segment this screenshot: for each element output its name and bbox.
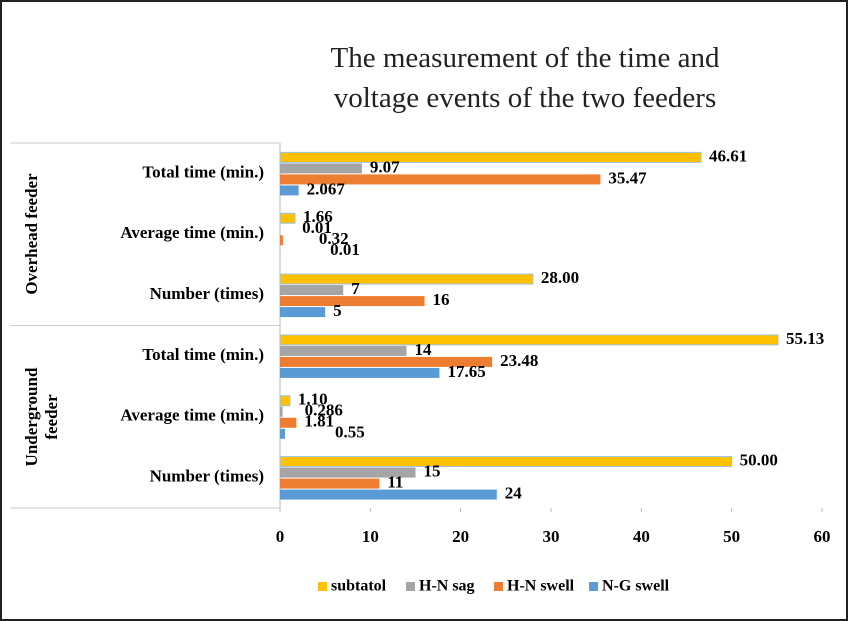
x-tick-label: 50 — [723, 527, 740, 546]
x-tick-label: 60 — [814, 527, 831, 546]
data-label: 5 — [333, 301, 342, 320]
bar — [280, 417, 297, 428]
y-tick-label: Average time (min.) — [120, 406, 264, 425]
bar — [280, 467, 416, 478]
legend-label: N-G swell — [602, 578, 670, 595]
data-label: 46.61 — [709, 146, 747, 165]
data-label: 0.55 — [335, 423, 365, 442]
bar — [280, 163, 362, 174]
data-label: 7 — [351, 279, 360, 298]
bar — [279, 456, 733, 468]
legend-swatch — [494, 582, 503, 591]
data-label: 50.00 — [740, 450, 778, 469]
data-label: 17.65 — [447, 362, 485, 381]
legend-label: H-N sag — [419, 578, 475, 595]
bar — [280, 489, 497, 500]
bar — [280, 307, 326, 318]
bar — [280, 296, 425, 307]
data-label: 1.10 — [298, 390, 328, 409]
legend-swatch — [318, 582, 327, 591]
y-tick-label: Total time (min.) — [142, 345, 264, 364]
data-label: 24 — [505, 483, 523, 502]
x-tick-label: 10 — [362, 527, 379, 546]
bar — [279, 395, 291, 407]
y-tick-label: Average time (min.) — [120, 223, 264, 242]
legend-swatch — [406, 582, 415, 591]
data-label: 9.07 — [370, 157, 400, 176]
data-label: 23.48 — [500, 351, 538, 370]
bar — [279, 151, 702, 163]
data-label: 1.81 — [304, 412, 334, 431]
x-tick-label: 20 — [452, 527, 469, 546]
x-tick-label: 30 — [543, 527, 560, 546]
bar — [280, 356, 493, 367]
group-label: Overhead feeder — [22, 173, 41, 295]
data-label: 16 — [433, 290, 450, 309]
bar — [279, 212, 296, 224]
data-label: 2.067 — [307, 179, 346, 198]
bar — [279, 334, 779, 346]
data-label: 15 — [424, 461, 441, 480]
data-label: 14 — [414, 340, 432, 359]
bar — [280, 285, 344, 296]
chart-title: The measurement of the time and voltage … — [330, 42, 720, 114]
bar — [280, 185, 299, 196]
x-tick-label: 0 — [276, 527, 285, 546]
legend-label: subtatol — [331, 578, 387, 595]
bar — [280, 345, 407, 356]
legend-label: H-N swell — [507, 578, 575, 595]
bar — [280, 428, 285, 439]
bar — [280, 478, 380, 489]
bar — [280, 367, 440, 378]
y-tick-label: Total time (min.) — [142, 162, 264, 181]
data-label: 0.286 — [305, 401, 343, 420]
bar — [280, 406, 283, 417]
x-tick-label: 40 — [633, 527, 650, 546]
data-label: 0.01 — [330, 240, 360, 259]
data-label: 1.66 — [303, 207, 333, 226]
data-label: 35.47 — [608, 168, 647, 187]
data-label: 28.00 — [541, 268, 579, 287]
data-label: 55.13 — [786, 329, 824, 348]
legend-swatch — [589, 582, 598, 591]
data-label: 0.01 — [302, 218, 332, 237]
bar — [280, 174, 601, 185]
data-label: 0.32 — [319, 229, 349, 248]
y-tick-label: Number (times) — [150, 466, 264, 485]
bar — [280, 235, 283, 246]
bar — [279, 273, 534, 285]
y-tick-label: Number (times) — [150, 284, 264, 303]
data-label: 11 — [387, 472, 403, 491]
group-label: Underground feeder — [22, 367, 61, 467]
